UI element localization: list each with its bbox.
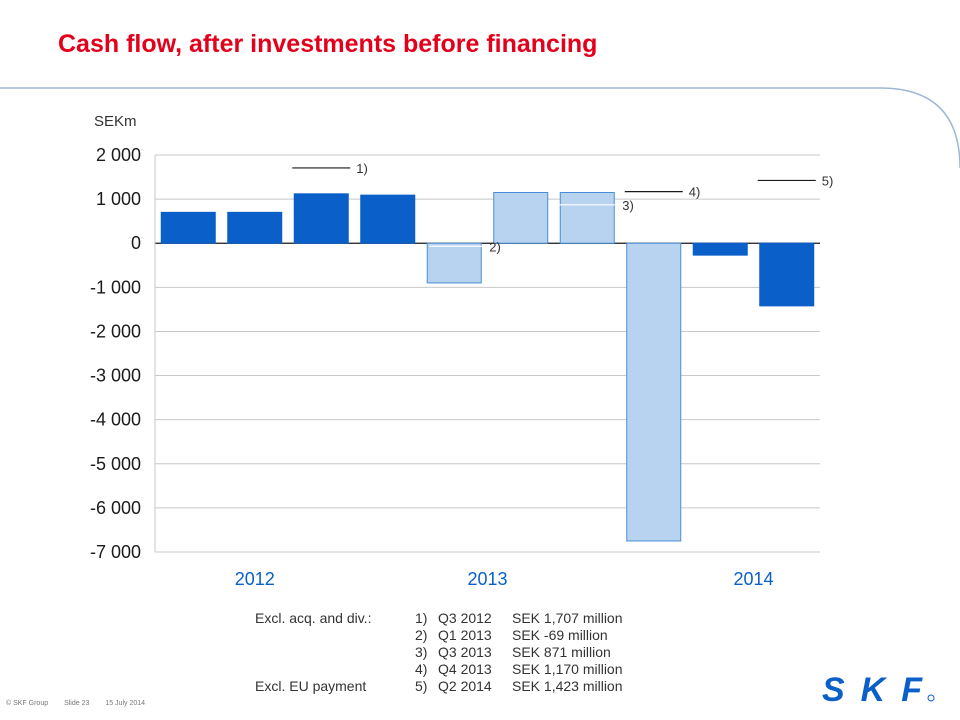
footnote-amount: SEK -69 million: [512, 627, 608, 643]
footnote-quarter: Q4 2013: [438, 661, 492, 677]
footnote-amount: SEK 1,170 million: [512, 661, 623, 677]
x-year-label: 2013: [467, 569, 507, 589]
y-tick-label: -4 000: [90, 410, 141, 430]
footnote-row: 3) Q3 2013 SEK 871 million: [255, 644, 623, 661]
footnote-amount: SEK 871 million: [512, 644, 611, 660]
y-tick-label: -5 000: [90, 454, 141, 474]
footnote-marker-label: 1): [356, 161, 368, 176]
skf-logo: SKF: [822, 674, 935, 704]
footnote-marker-label: 4): [689, 185, 701, 200]
footnote-lead: Excl. acq. and div.:: [255, 610, 372, 626]
footnote-marker-label: 3): [622, 198, 634, 213]
footer-slide-number: Slide 23: [64, 700, 90, 707]
bar: [360, 194, 416, 244]
bar: [293, 193, 349, 244]
footnote-quarter: Q1 2013: [438, 627, 492, 643]
footnote-quarter: Q3 2013: [438, 644, 492, 660]
y-tick-label: -6 000: [90, 498, 141, 518]
footnote-row: 2) Q1 2013 SEK -69 million: [255, 627, 623, 644]
bar-chart: 1) 2) 3) 4) 5) 2 000 1 000 0 -1 000 -2 000 -3 000…: [90, 145, 834, 589]
bar: [493, 191, 549, 244]
logo-text: SKF: [822, 674, 924, 704]
footnote-amount: SEK 1,423 million: [512, 678, 623, 694]
footnote-quarter: Q3 2012: [438, 610, 492, 626]
bar: [227, 211, 283, 244]
bar: [559, 191, 615, 244]
bar: [626, 242, 682, 542]
y-tick-label: 1 000: [96, 189, 141, 209]
x-year-label: 2014: [733, 569, 773, 589]
y-tick-label: -1 000: [90, 277, 141, 297]
footnote-row: Excl. EU payment 5) Q2 2014 SEK 1,423 milli…: [255, 678, 623, 695]
footer-copyright: © SKF Group: [6, 700, 49, 707]
footnote-lead: [255, 644, 415, 661]
footnote-number: 1): [415, 610, 428, 626]
footnotes: Excl. acq. and div.: 1) Q3 2012 SEK 1,707 m…: [255, 610, 623, 695]
footnote-marker-label: 2): [489, 239, 501, 254]
footnote-lead: [255, 627, 415, 644]
y-tick-label: -3 000: [90, 366, 141, 386]
slide-title: Cash flow, after investments before fina…: [58, 30, 598, 58]
y-axis-unit: SEKm: [94, 113, 137, 130]
footnote-row: 4) Q4 2013 SEK 1,170 million: [255, 661, 623, 678]
footnote-marker-label: 5): [822, 173, 834, 188]
footnote-quarter: Q2 2014: [438, 678, 492, 694]
y-tick-label: 2 000: [96, 145, 141, 165]
footer-date: 15 July 2014: [105, 700, 146, 707]
footnote-number: 5): [415, 678, 428, 694]
footnote-lead: [255, 661, 415, 678]
x-year-label: 2012: [235, 569, 275, 589]
footnote-amount: SEK 1,707 million: [512, 610, 623, 626]
bar: [692, 242, 748, 256]
bar: [759, 242, 815, 307]
y-tick-label: -2 000: [90, 321, 141, 341]
slide-footer: © SKF Group Slide 23 15 July 2014: [6, 700, 159, 707]
footnote-lead: Excl. EU payment: [255, 678, 367, 694]
bar: [160, 211, 216, 244]
footnote-row: Excl. acq. and div.: 1) Q3 2012 SEK 1,707 m…: [255, 610, 623, 627]
bar: [426, 242, 482, 284]
y-tick-label: -7 000: [90, 542, 141, 562]
footnote-number: 3): [415, 644, 428, 660]
footnote-number: 2): [415, 627, 428, 643]
footnote-number: 4): [415, 661, 428, 677]
y-tick-label: 0: [131, 233, 141, 253]
